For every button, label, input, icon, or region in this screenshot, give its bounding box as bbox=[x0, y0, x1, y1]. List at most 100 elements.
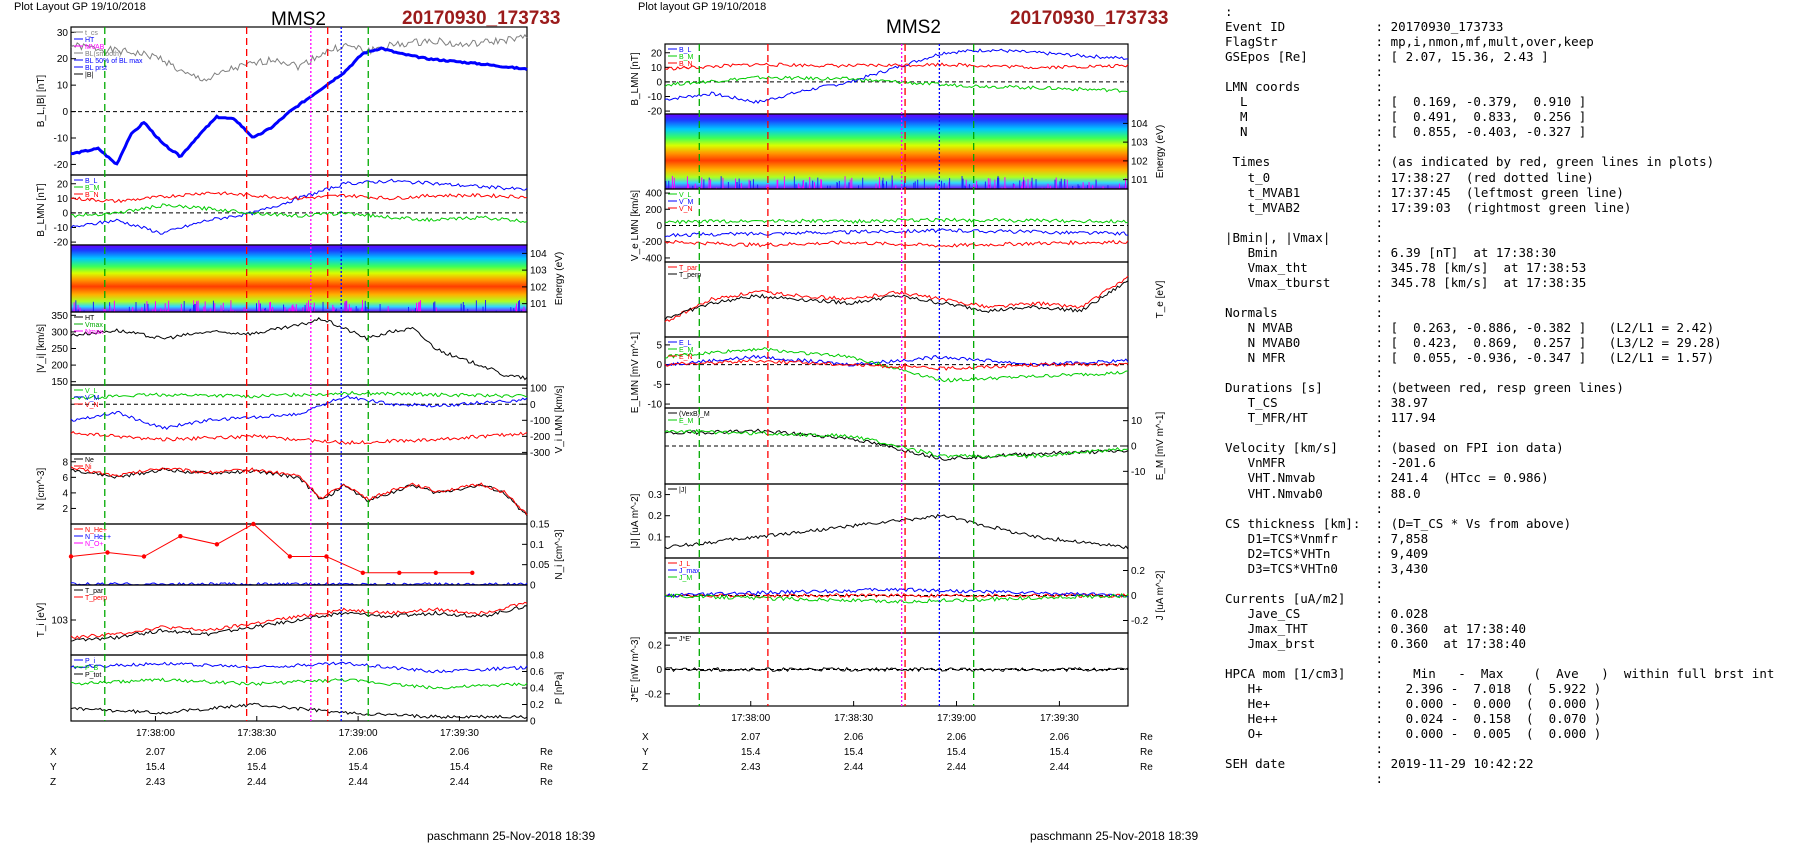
y-tick-label: -0.2 bbox=[1131, 616, 1149, 627]
y-tick-label: -5 bbox=[653, 380, 662, 391]
position-value: 2.06 bbox=[1050, 732, 1070, 743]
info-line: : bbox=[1225, 64, 1384, 80]
y-tick-label: 104 bbox=[1131, 119, 1148, 130]
y-tick-label: 200 bbox=[645, 205, 662, 216]
series-line bbox=[664, 592, 1129, 599]
y-tick-label: 20 bbox=[651, 48, 663, 59]
y-tick-label: 350 bbox=[51, 311, 68, 322]
position-value: 15.4 bbox=[741, 747, 761, 758]
event-info-panel: : Event ID : 20170930_173733 FlagStr : m… bbox=[1225, 4, 1800, 786]
series-line bbox=[70, 390, 528, 400]
position-value: 15.4 bbox=[947, 747, 967, 758]
position-value: 2.44 bbox=[844, 762, 864, 773]
chart-panel: -20 -10 0 10 20 30 B_L,|B| [nT] t_csHTMVABBL(sm… bbox=[36, 26, 528, 176]
y-tick-label: 102 bbox=[530, 282, 547, 293]
series-line bbox=[664, 592, 1129, 604]
legend-entry: N_He++ bbox=[85, 534, 111, 541]
y-tick-label: 0.1 bbox=[530, 540, 544, 551]
series-line bbox=[664, 587, 1129, 598]
y-tick-label: -10 bbox=[1131, 467, 1146, 478]
x-tick-label: 17:38:30 bbox=[834, 713, 873, 724]
series-line bbox=[664, 228, 1129, 238]
y-tick-label: -20 bbox=[648, 107, 663, 118]
chart-panel: -300 -200 -100 0 100 V_i LMN [km/s] V_LV_MV_N bbox=[70, 384, 565, 459]
legend-entry: N_O+ bbox=[85, 541, 103, 548]
x-tick-label: 17:39:00 bbox=[339, 728, 378, 739]
y-tick-label: 4 bbox=[62, 488, 68, 499]
chart-panel: -10 0 10 E_M [mV m^-1] (VexB)_ME_M bbox=[664, 407, 1166, 485]
legend-entry: V_L bbox=[85, 388, 98, 395]
legend-entry: P_tot bbox=[85, 672, 101, 679]
info-line: GSEpos [Re] : [ 2.07, 15.36, 2.43 ] bbox=[1225, 49, 1549, 65]
info-line: T_MFR/HT : 117.94 bbox=[1225, 410, 1436, 426]
legend-entry: T_par bbox=[679, 265, 698, 272]
x-tick-label: 17:39:30 bbox=[1040, 713, 1079, 724]
legend-entry: MVAB bbox=[85, 44, 105, 51]
y-tick-label: 0.8 bbox=[530, 651, 544, 662]
y-tick-label: 0 bbox=[62, 208, 68, 219]
series-line bbox=[664, 428, 1129, 459]
legend-entry: t_cs bbox=[85, 30, 98, 37]
series-line bbox=[664, 275, 1129, 323]
y-tick-label: 104 bbox=[530, 249, 547, 260]
series-line bbox=[664, 666, 1129, 673]
y-tick-label: 6 bbox=[62, 473, 68, 484]
position-row-label: Y bbox=[50, 762, 57, 773]
figure-right-event-id: 20170930_173733 bbox=[1010, 8, 1169, 29]
y-tick-label: 0 bbox=[530, 581, 536, 592]
y-axis-label: N_i [cm^-3] bbox=[554, 529, 565, 579]
figure-left-footer: paschmann 25-Nov-2018 18:39 bbox=[427, 829, 596, 843]
series-line bbox=[70, 581, 528, 586]
position-value: 2.44 bbox=[247, 777, 267, 788]
y-axis-label: J [uA m^-2] bbox=[1155, 570, 1166, 620]
series-line bbox=[664, 75, 1129, 93]
legend-entry: T_par bbox=[85, 588, 104, 595]
info-line: : bbox=[1225, 139, 1384, 155]
info-line: Bmin : 6.39 [nT] at 17:38:30 bbox=[1225, 244, 1557, 260]
y-tick-label: 300 bbox=[51, 327, 68, 338]
series-marker bbox=[251, 521, 256, 527]
y-tick-label: 101 bbox=[1131, 175, 1148, 186]
legend-entry: HT bbox=[85, 37, 95, 44]
panel-frame bbox=[664, 261, 1129, 338]
x-tick-label: 17:38:00 bbox=[136, 728, 175, 739]
y-axis-label: P [nPa] bbox=[554, 671, 565, 704]
legend-entry: BL(smooth) bbox=[85, 51, 121, 58]
info-line: D3=TCS*VHTn0 : 3,430 bbox=[1225, 560, 1429, 576]
info-line: : bbox=[1225, 214, 1384, 230]
info-line: HPCA mom [1/cm3] : Min - Max ( Ave ) wit… bbox=[1225, 666, 1775, 682]
legend-entry: V_M bbox=[85, 395, 100, 402]
legend-entry: J_M bbox=[679, 575, 692, 582]
info-line: t_0 : 17:38:27 (red dotted line) bbox=[1225, 169, 1594, 185]
y-tick-label: 0 bbox=[656, 77, 662, 88]
series-marker bbox=[433, 570, 438, 575]
info-line: Currents [uA/m2] : bbox=[1225, 590, 1384, 606]
y-tick-label: -10 bbox=[54, 134, 69, 145]
info-line: VHT.Nmvab : 241.4 (HTcc = 0.986) bbox=[1225, 470, 1549, 486]
figure-left-header: Plot Layout GP 19/10/2018 bbox=[14, 1, 146, 13]
legend-entry: HT bbox=[85, 315, 95, 322]
info-line: Times : (as indicated by red, green line… bbox=[1225, 154, 1715, 170]
position-value: 15.4 bbox=[1050, 747, 1070, 758]
y-axis-label: E_LMN [mV m^-1] bbox=[630, 332, 641, 414]
info-line: He+ : 0.000 - 0.000 ( 0.000 ) bbox=[1225, 696, 1602, 712]
y-tick-label: -0.2 bbox=[645, 689, 663, 700]
position-value: 2.07 bbox=[146, 747, 166, 758]
info-line: : bbox=[1225, 365, 1384, 381]
info-line: H+ : 2.396 - 7.018 ( 5.922 ) bbox=[1225, 681, 1602, 697]
legend-entry: E_M bbox=[679, 418, 694, 425]
series-marker bbox=[360, 570, 365, 575]
y-tick-label: 0 bbox=[656, 360, 662, 371]
position-row-label: Z bbox=[50, 777, 56, 788]
y-tick-label: 101 bbox=[530, 299, 547, 310]
legend-entry: J*E' bbox=[679, 636, 691, 643]
legend-entry: Nmax bbox=[85, 329, 104, 336]
y-tick-label: -20 bbox=[54, 160, 69, 171]
y-tick-label: 0.2 bbox=[530, 700, 544, 711]
legend-entry: E_L bbox=[679, 340, 692, 347]
info-line: : bbox=[1225, 4, 1233, 19]
y-tick-label: 400 bbox=[645, 189, 662, 200]
info-line: O+ : 0.000 - 0.005 ( 0.000 ) bbox=[1225, 726, 1602, 742]
